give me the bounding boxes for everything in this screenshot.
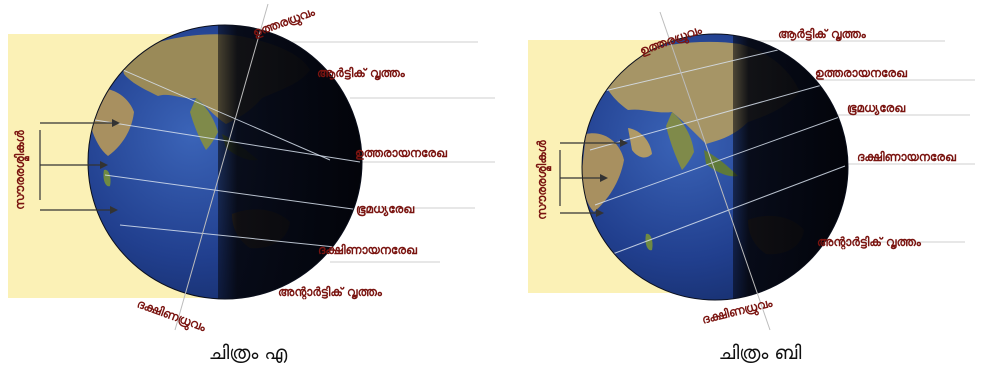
landmass-india-a (190, 98, 218, 150)
label-equator-a: ഭൂമധ്യരേഖ (356, 202, 415, 217)
landmass-seasia-b (704, 150, 738, 177)
label-tropic-of-cancer-a: ഉത്തരായനരേഖ (355, 146, 448, 161)
label-antarctic-circle-a: അന്റാർട്ടിക് വൃത്തം (278, 285, 383, 300)
earth-globe-a (88, 25, 362, 299)
night-side-a (218, 25, 362, 299)
landmass-arabia-b (628, 128, 652, 158)
sun-rays-a (39, 119, 120, 214)
night-side-b (733, 34, 848, 300)
label-tropic-of-capricorn-b: ദക്ഷിണായനരേഖ (857, 150, 957, 164)
label-arctic-circle-a: ആർട്ടിക് വൃത്തം (317, 66, 406, 81)
landmass-madagascar-b (645, 233, 653, 251)
label-north-pole-a: ഉത്തരധ്രുവം (251, 4, 319, 43)
label-antarctic-circle-b: അന്റാർട്ടിക് വൃത്തം (817, 235, 922, 250)
caption-a: ചിത്രം എ (209, 342, 288, 364)
sun-rays-label-a: സൗരരശ്മികൾ (13, 129, 29, 209)
label-tropic-of-capricorn-a: ദക്ഷിണായനരേഖ (318, 243, 418, 257)
earth-globe-b (582, 34, 848, 300)
label-south-pole-a: ദക്ഷിണധ്രുവം (134, 296, 208, 337)
figure-a: സൗരരശ്മികൾ ഉത്തരധ്രുവം ആർട്ടിക് വൃത്തം ഉ… (8, 3, 495, 364)
axis-a (174, 3, 269, 331)
label-equator-b: ഭൂമധ്യരേഖ (847, 101, 906, 116)
axis-b (659, 11, 771, 331)
sun-rays-b (559, 139, 628, 217)
label-tropic-of-cancer-b: ഉത്തരായനരേഖ (815, 66, 908, 81)
figure-b: സൗരരശ്മികൾ ഉത്തരധ്രുവം ആർട്ടിക് വൃത്തം ഉ… (528, 11, 975, 364)
sun-rays-label-b: സൗരരശ്മികൾ (535, 139, 551, 219)
caption-b: ചിത്രം ബി (719, 342, 802, 364)
label-arctic-circle-b: ആർട്ടിക് വൃത്തം (778, 27, 867, 42)
landmass-africa-b (582, 133, 624, 212)
landmass-madagascar-a (103, 169, 111, 187)
